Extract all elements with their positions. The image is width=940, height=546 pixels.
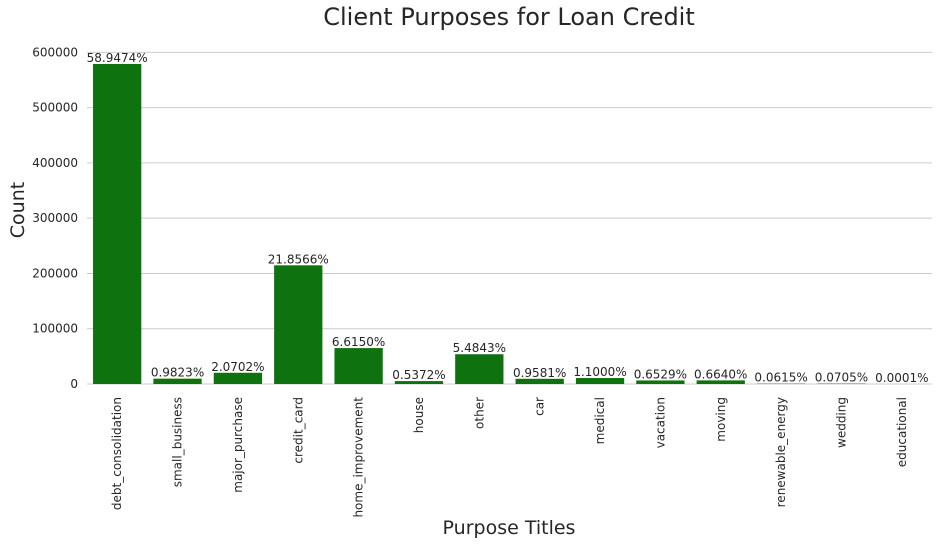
bar-house [394, 381, 444, 384]
y-tick-label: 300000 [32, 211, 78, 225]
bar-debt-consolidation [93, 63, 142, 384]
y-tick-label: 200000 [32, 266, 78, 280]
data-label: 0.5372% [392, 368, 445, 382]
x-tick-label: major_purchase [231, 397, 245, 493]
x-tick-label: debt_consolidation [110, 397, 124, 510]
x-tick-label: medical [593, 397, 607, 444]
data-label: 0.9823% [151, 366, 204, 380]
x-tick-label: house [412, 397, 426, 433]
bar-major-purchase [213, 372, 263, 384]
y-tick-label: 100000 [32, 322, 78, 336]
data-label: 0.6640% [694, 367, 747, 381]
y-tick-label: 400000 [32, 156, 78, 170]
data-label: 58.9474% [87, 51, 148, 65]
bars [93, 63, 926, 384]
y-tick-label: 600000 [32, 45, 78, 59]
data-label: 0.6529% [634, 367, 687, 381]
y-axis-ticks: 0 100000 200000 300000 400000 500000 600000 [32, 45, 78, 391]
data-label: 0.0001% [875, 371, 928, 385]
bar-moving [696, 380, 745, 384]
bar-medical [575, 378, 625, 384]
data-label: 0.0705% [815, 371, 868, 385]
y-tick-label: 0 [70, 377, 78, 391]
y-tick-label: 500000 [32, 101, 78, 115]
data-label: 2.0702% [211, 360, 264, 374]
x-tick-label: vacation [653, 397, 667, 448]
data-labels: 58.9474% 0.9823% 2.0702% 21.8566% 6.6150% 0.5… [87, 51, 929, 385]
bar-vacation [636, 380, 685, 384]
plot-area [87, 33, 932, 384]
data-label: 0.9581% [513, 366, 566, 380]
x-tick-label: home_improvement [352, 397, 366, 518]
y-axis-title: Count [7, 182, 29, 238]
x-tick-label: wedding [834, 397, 848, 448]
bar-other [455, 354, 504, 384]
chart-title: Client Purposes for Loan Credit [323, 3, 695, 31]
data-label: 5.4843% [453, 341, 506, 355]
bar-car [515, 378, 564, 384]
x-tick-label: educational [895, 397, 909, 467]
x-tick-label: renewable_energy [774, 397, 788, 507]
x-tick-label: moving [714, 397, 728, 442]
x-tick-label: car [533, 397, 547, 416]
data-label: 1.1000% [573, 365, 626, 379]
data-label: 6.6150% [332, 335, 385, 349]
x-tick-label: small_business [171, 397, 185, 487]
data-label: 0.0615% [754, 371, 807, 385]
x-tick-label: other [472, 397, 486, 429]
x-axis-ticks: debt_consolidation small_business major_pu… [110, 397, 909, 518]
bar-credit-card [274, 265, 323, 384]
data-label: 21.8566% [268, 252, 329, 266]
x-axis-title: Purpose Titles [443, 517, 576, 539]
bar-home-improvement [334, 348, 383, 384]
bar-small-business [153, 378, 202, 384]
gridlines [87, 51, 932, 385]
x-tick-label: credit_card [291, 397, 305, 464]
